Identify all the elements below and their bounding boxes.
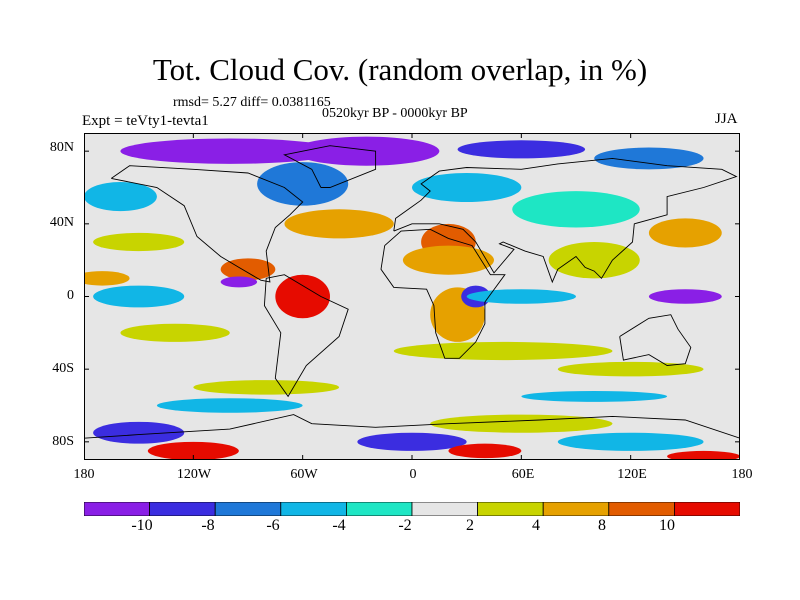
field-contour [430,414,613,433]
field-contour [402,245,495,275]
field-contour [93,285,185,308]
field-contour [594,147,704,170]
y-tick-label: 0 [67,288,74,303]
colorbar-tick-label: -6 [266,517,280,534]
x-tick-label: 60E [511,467,535,482]
field-contour [147,441,239,460]
y-tick-label: 80N [49,140,74,155]
coastline [393,157,738,284]
coastline [380,228,506,359]
colorbar-swatch [411,502,478,516]
field-contour [84,182,157,212]
field-contour [93,421,185,444]
colorbar-tick-label: 4 [532,517,540,534]
coastline [111,165,304,283]
period-label: 0520kyr BP - 0000kyr BP [322,106,468,121]
y-tick-label: 80S [52,434,74,449]
field-contour [284,209,394,239]
colorbar-swatch [542,502,610,516]
field-contour [548,242,640,279]
x-tick-label: 120E [617,467,647,482]
field-contour [193,380,340,395]
field-contour [120,138,340,164]
colorbar-tick-label: 2 [466,517,474,534]
colorbar-swatch [84,502,150,516]
field-contour [257,162,349,206]
colorbar [84,502,740,516]
field-contour [557,432,704,451]
field-contour [120,323,230,342]
x-tick-label: 180 [731,467,753,482]
colorbar-tick-label: -10 [131,517,153,534]
season-label: JJA [715,111,738,127]
y-tick-label: 40N [49,215,74,230]
field-contour [293,136,440,166]
colorbar-tick-label: -8 [201,517,215,534]
field-contour [393,341,613,361]
map-plot [84,133,740,460]
field-contour [84,271,130,286]
colorbar-swatch [214,502,282,516]
colorbar-swatch [674,502,740,516]
field-contour [412,172,522,203]
experiment-label: Expt = teVty1-tevta1 [82,113,209,129]
colorbar-swatch [345,502,413,516]
field-contour [667,450,740,460]
colorbar-tick-label: 8 [598,517,606,534]
coastline [283,145,377,188]
x-tick-label: 180 [73,467,95,482]
coastline [619,314,692,366]
x-tick-label: 0 [409,467,417,482]
field-contour [357,432,467,451]
field-contour [93,232,185,252]
x-tick-label: 60W [290,467,318,482]
coastline [84,414,740,439]
stats-label: rmsd= 5.27 diff= 0.0381165 [173,95,331,110]
colorbar-swatch [149,502,216,516]
chart-title: Tot. Cloud Cov. (random overlap, in %) [152,52,648,87]
field-contour [156,398,303,413]
colorbar-tick-label: -2 [398,517,412,534]
field-contour [512,191,640,228]
x-tick-label: 120W [176,467,212,482]
field-contour [466,289,576,304]
y-tick-label: 40S [52,361,74,376]
field-contour [457,140,586,159]
field-contour [648,289,722,304]
field-contour [275,274,330,319]
coastline [263,274,349,398]
field-contour [220,258,276,281]
colorbar-swatch [477,502,544,516]
field-contour [648,218,722,248]
colorbar-tick-label: 10 [659,517,675,534]
field-contour [220,276,258,288]
colorbar-swatch [608,502,675,516]
colorbar-swatch [280,502,347,516]
field-contour [448,443,522,459]
colorbar-tick-label: -4 [332,517,346,534]
field-contour [521,390,668,402]
